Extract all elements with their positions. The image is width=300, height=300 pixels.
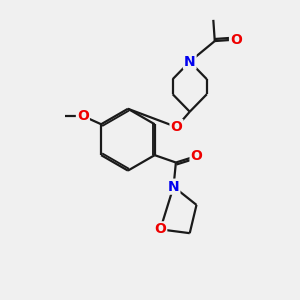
Text: O: O — [77, 109, 89, 123]
Text: N: N — [168, 180, 179, 194]
Text: O: O — [171, 120, 182, 134]
Text: O: O — [154, 222, 166, 236]
Text: N: N — [184, 55, 196, 69]
Text: O: O — [190, 149, 202, 163]
Text: O: O — [230, 33, 242, 46]
